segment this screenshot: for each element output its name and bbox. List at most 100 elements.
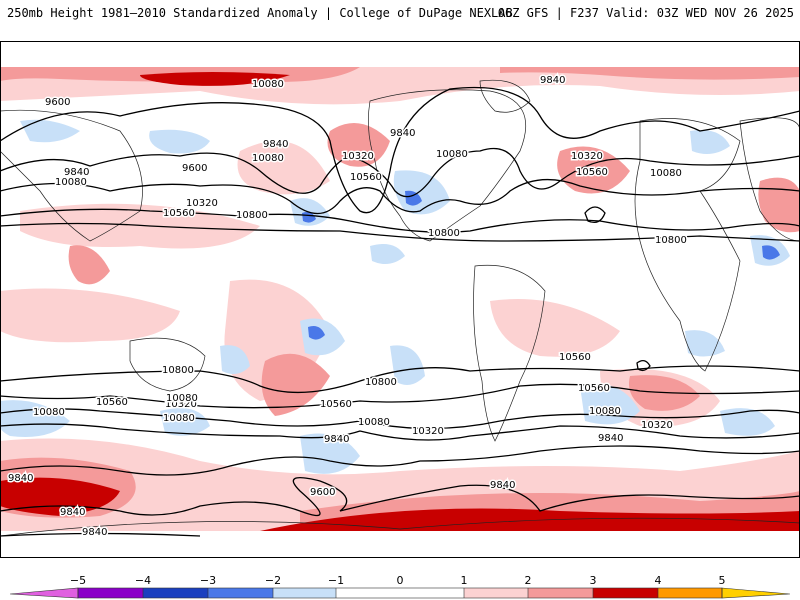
contour-label: 9600 [45,97,70,108]
anomaly-positive-region [758,177,800,233]
asia-outline [739,117,800,242]
contour-label: 10800 [428,228,460,239]
anomaly-positive-region [557,146,630,194]
colorbar-tick-label: −2 [265,574,281,587]
colorbar: −5 −4 −3 −2 −1 0 1 2 3 4 5 [9,574,791,599]
colorbar-arrow-left [9,587,79,599]
contour-line [0,147,800,198]
anomaly-positive-region [327,123,390,167]
antarctica-outline [0,517,800,537]
colorbar-tick-label: 1 [461,574,468,587]
anomaly-strong-positive [0,477,120,516]
anomaly-deep-negative [405,190,422,206]
contour-label: 10080 [650,168,682,179]
colorbar-bin [78,588,143,598]
contour-line [0,365,800,394]
contour-label: 10320 [412,426,444,437]
anomaly-positive-region [261,353,330,416]
height-contours [0,86,800,537]
contour-label: 9840 [598,433,623,444]
anomaly-positive-region [0,288,180,343]
colorbar-bin [273,588,336,598]
contour-line [0,477,800,517]
contour-label: 9840 [324,434,349,445]
contour-label: 10800 [236,210,268,221]
map-panel: 10080 9600 9840 10080 9840 10080 9600 10… [0,41,800,558]
colorbar-tick-label: 5 [719,574,726,587]
contour-label: 10560 [350,172,382,183]
colorbar-tick-label: −5 [70,574,86,587]
contour-label: 10560 [578,383,610,394]
anomaly-deep-negative [762,245,780,260]
contour-label: 9600 [182,163,207,174]
colorbar-bin [208,588,273,598]
anomaly-negative-region [20,119,80,143]
anomaly-negative-region [160,408,210,436]
colorbar-tick-label: −4 [135,574,151,587]
anomaly-negative-region [390,345,425,385]
contour-label: 10800 [162,365,194,376]
map-svg: 10080 9600 9840 10080 9840 10080 9600 10… [0,41,800,558]
model-run-info: 06Z GFS | F237 Valid: 03Z WED NOV 26 202… [497,6,794,20]
contour-line [0,423,800,441]
anomaly-strong-positive [140,72,290,86]
contour-label: 9840 [64,167,89,178]
contour-closed-low [636,359,651,372]
east-asia-outline [0,109,143,242]
contour-label: 10080 [166,393,198,404]
colorbar-bin [143,588,208,598]
contour-label: 10800 [365,377,397,388]
contour-label: 10560 [163,208,195,219]
contour-line [0,208,800,233]
anomaly-positive-region [237,141,330,195]
anomaly-negative-region [690,130,730,155]
contour-line [0,86,800,214]
anomaly-negative-region [149,129,210,154]
contour-label: 10080 [252,153,284,164]
coastlines [0,79,800,537]
contour-line [0,383,800,409]
contour-label: 10080 [55,177,87,188]
anomaly-negative-region [220,345,250,375]
anomaly-negative-region [393,170,450,215]
colorbar-tick-label: −1 [328,574,344,587]
colorbar-tick-label: 0 [397,574,404,587]
north-america-outline [368,89,527,242]
contour-label: 10560 [320,399,352,410]
colorbar-tick-label: −3 [200,574,216,587]
contour-line [0,222,800,242]
contour-label: 10800 [655,235,687,246]
contour-line [0,178,800,214]
colorbar-tick-label: 4 [655,574,662,587]
contour-label: 9840 [82,527,107,538]
map-title: 250mb Height 1981–2010 Standardized Anom… [7,6,513,20]
south-america-outline [473,264,546,442]
anomaly-deep-negative [308,326,325,340]
colorbar-bin [528,588,593,598]
anomaly-positive-region [20,203,260,249]
contour-label: 10560 [559,352,591,363]
anomaly-positive-region [68,245,110,285]
contour-label: 9840 [263,139,288,150]
contour-line [0,408,800,430]
europe-africa-outline [634,118,741,372]
contour-label: 10080 [436,149,468,160]
contour-label: 9840 [60,507,85,518]
anomaly-shading [0,67,800,531]
contour-labels: 10080 9600 9840 10080 9840 10080 9600 10… [7,74,689,540]
contour-label: 9840 [390,128,415,139]
colorbar-tick-label: 2 [525,574,532,587]
contour-label: 10320 [342,151,374,162]
contour-label: 9600 [310,487,335,498]
contour-label: 10560 [576,167,608,178]
contour-label: 10080 [163,413,195,424]
colorbar-bin [658,588,722,598]
colorbar-bin [593,588,658,598]
contour-label: 10320 [571,151,603,162]
anomaly-deep-negative [302,211,316,223]
contour-label: 10320 [165,399,197,410]
anomaly-strong-positive [260,508,800,531]
contour-label: 10080 [33,407,65,418]
contour-label: 10080 [358,417,390,428]
contour-label: 9840 [8,473,33,484]
